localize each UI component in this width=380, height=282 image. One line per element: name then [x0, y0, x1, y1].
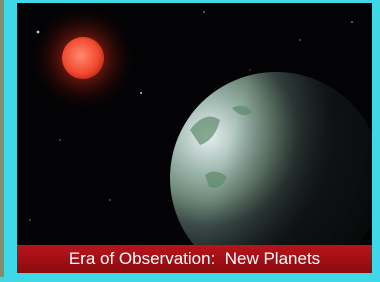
- edge-strip: [0, 0, 4, 277]
- space-image: [0, 0, 380, 277]
- slide: Era of Observation: New Planets: [0, 0, 380, 277]
- caption: Era of Observation: New Planets: [17, 245, 372, 273]
- sun: [62, 37, 104, 79]
